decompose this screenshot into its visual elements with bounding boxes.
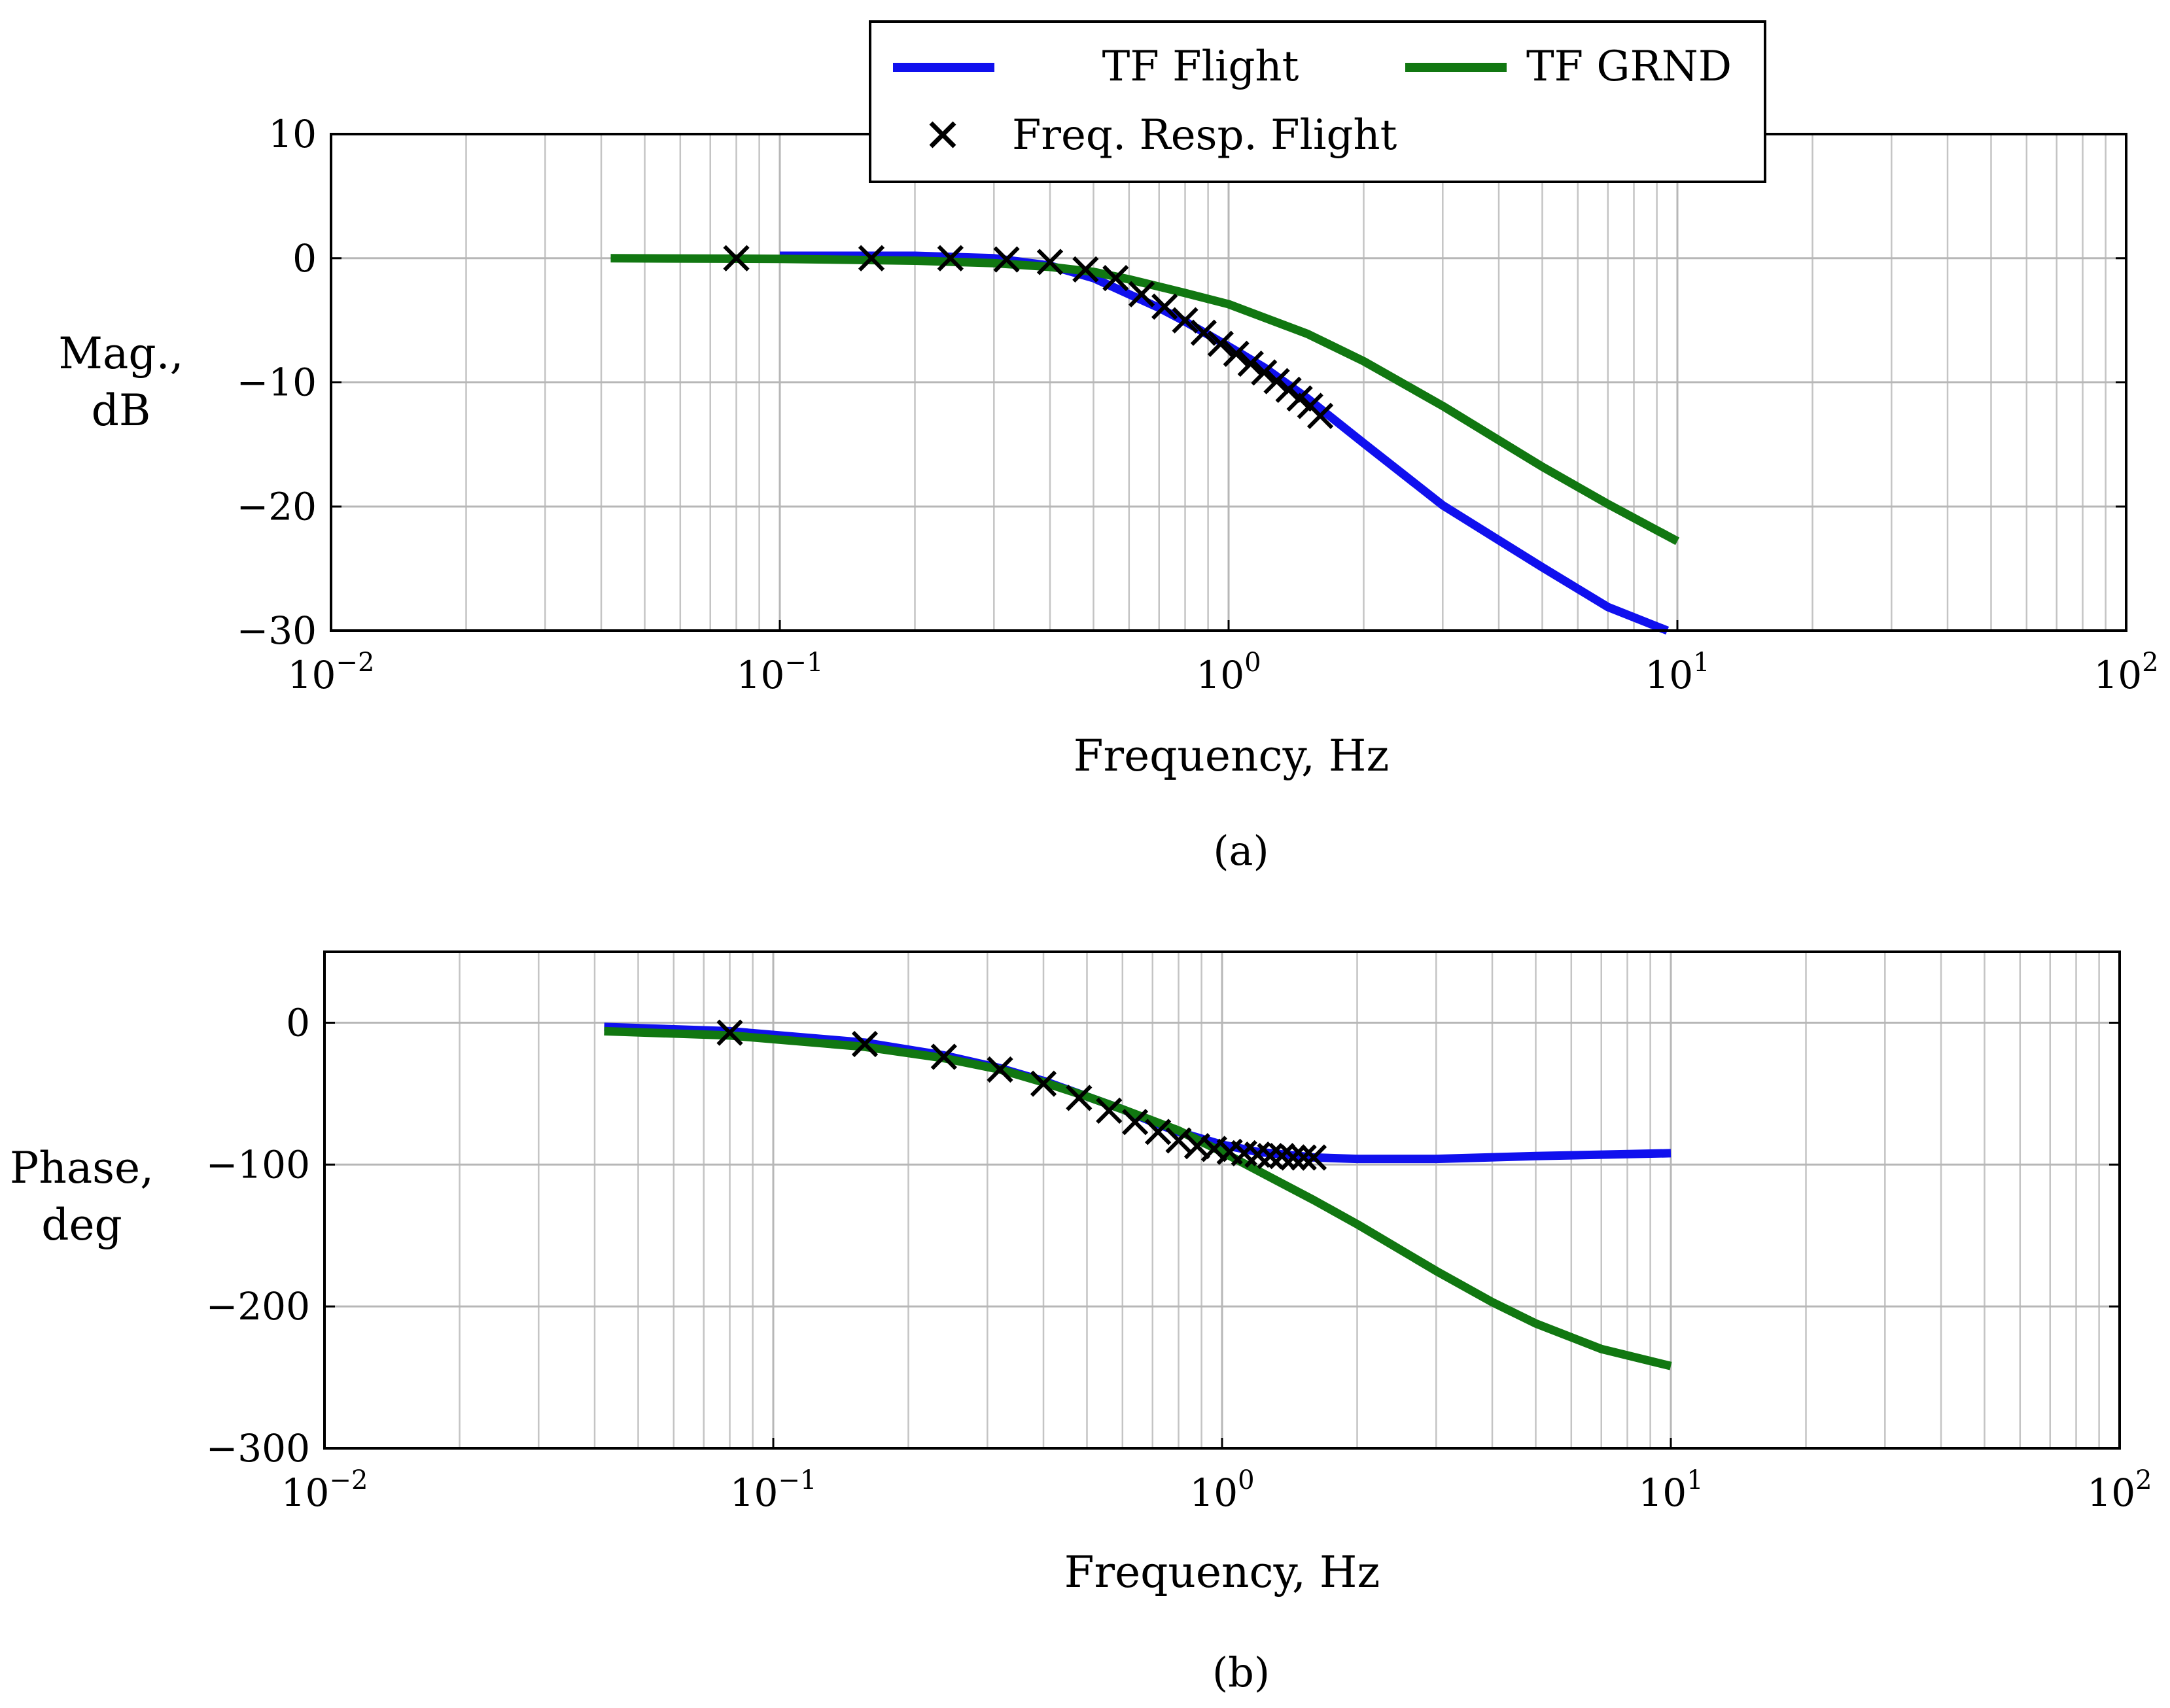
magnitude-xtick-label: 10−2: [288, 648, 375, 697]
phase-freq-resp-marker: [930, 1043, 957, 1070]
phase-ylabel-line1: Phase,: [10, 1143, 154, 1193]
phase-freq-resp-marker: [1121, 1109, 1149, 1136]
legend-label-tf-flight: TF Flight: [1102, 43, 1299, 91]
phase-freq-resp-marker: [1269, 1143, 1295, 1170]
magnitude-series-tf-grnd: [610, 254, 1680, 546]
magnitude-xtick-label: 100: [1196, 648, 1261, 697]
phase-ylabel-line2: deg: [41, 1200, 122, 1250]
phase-xtick-label: 102: [2087, 1465, 2152, 1515]
magnitude-freq-resp-marker: [1072, 256, 1099, 283]
magnitude-freq-resp-marker: [858, 245, 885, 271]
phase-freq-resp-marker: [1290, 1144, 1317, 1171]
legend-marker-freq-resp: [929, 121, 956, 148]
magnitude-freq-resp-marker: [1172, 307, 1199, 334]
magnitude-ytick-label: −10: [237, 360, 317, 405]
legend-box: [869, 20, 1766, 183]
caption-b: (b): [1212, 1648, 1270, 1696]
magnitude-ytick-label: −30: [237, 608, 317, 653]
phase-freq-resp-marker: [1280, 1144, 1306, 1171]
magnitude-xtick-label: 102: [2093, 648, 2158, 697]
magnitude-freq-resp-marker: [1190, 319, 1217, 346]
magnitude-freq-resp-marker: [723, 245, 750, 271]
magnitude-freq-resp-marker: [1306, 402, 1334, 429]
phase-xtick-label: 100: [1189, 1465, 1254, 1515]
phase-ytick-label: −300: [206, 1426, 310, 1471]
phase-xtick-label: 101: [1638, 1465, 1703, 1515]
phase-ytick-label: −200: [206, 1284, 310, 1329]
phase-freq-resp-marker: [1165, 1127, 1192, 1154]
phase-xtick-label: 10−1: [730, 1465, 817, 1515]
magnitude-ylabel-line1: Mag.,: [58, 328, 183, 379]
magnitude-ytick-label: 0: [292, 236, 317, 281]
phase-freq-resp-marker: [987, 1056, 1013, 1083]
magnitude-freq-resp-marker: [1251, 359, 1278, 386]
magnitude-freq-resp-marker: [1207, 330, 1234, 357]
magnitude-freq-resp-marker: [1223, 340, 1250, 367]
magnitude-freq-resp-marker: [937, 245, 964, 271]
magnitude-xtick-label: 10−1: [737, 648, 824, 697]
phase-freq-resp-marker: [716, 1019, 743, 1046]
caption-a: (a): [1213, 827, 1269, 875]
legend-label-freq-resp: Freq. Resp. Flight: [1012, 111, 1397, 160]
magnitude-freq-resp-marker: [1128, 281, 1155, 307]
phase-ytick-label: −100: [206, 1142, 310, 1187]
phase-ytick-label: 0: [286, 1000, 310, 1045]
phase-freq-resp-marker: [1145, 1119, 1172, 1145]
phase-freq-resp-marker: [851, 1030, 879, 1058]
magnitude-freq-resp-marker: [1036, 249, 1064, 275]
legend-label-tf-grnd: TF GRND: [1526, 43, 1732, 91]
magnitude-ylabel-line2: dB: [92, 385, 151, 436]
magnitude-freq-resp-marker: [1151, 293, 1178, 320]
phase-freq-resp-marker: [1030, 1070, 1057, 1097]
legend: TF Flight TF GRND Freq. Resp. Flight: [869, 20, 1766, 183]
magnitude-freq-resp-marker: [1237, 350, 1264, 377]
phase-freq-resp-marker: [1096, 1097, 1123, 1124]
magnitude-xlabel: Frequency, Hz: [1074, 731, 1390, 781]
magnitude-ytick-label: 10: [268, 112, 317, 156]
phase-xtick-label: 10−2: [281, 1465, 368, 1515]
magnitude-ytick-label: −20: [237, 484, 317, 529]
magnitude-freq-resp-marker: [993, 246, 1020, 273]
magnitude-freq-resp-marker: [1102, 264, 1129, 292]
phase-freq-resp-marker: [1066, 1085, 1093, 1111]
phase-freq-resp-marker: [1257, 1143, 1284, 1170]
magnitude-xtick-label: 101: [1645, 648, 1709, 697]
phase-freq-resp-marker: [1300, 1144, 1327, 1171]
magnitude-freq-resp-marker: [1263, 368, 1290, 394]
phase-xlabel: Frequency, Hz: [1064, 1547, 1380, 1597]
